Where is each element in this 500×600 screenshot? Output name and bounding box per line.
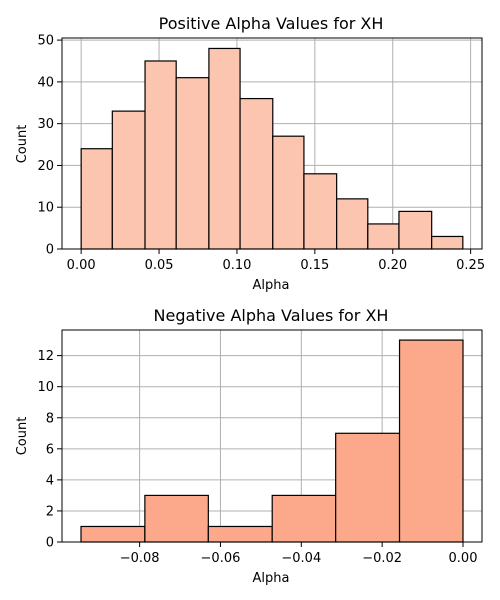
histogram-bar xyxy=(80,148,113,250)
histogram-bar xyxy=(207,525,273,543)
histogram-bar xyxy=(111,110,146,250)
histogram-bar xyxy=(431,235,464,250)
bars xyxy=(80,339,464,543)
x-tick-label: 0.25 xyxy=(456,258,485,273)
histogram-bar xyxy=(367,223,400,250)
histogram-bar xyxy=(398,339,464,543)
chart-positive-alpha: Positive Alpha Values for XH Alpha Count… xyxy=(15,14,485,293)
y-tick-label: 50 xyxy=(37,34,54,49)
y-tick-label: 30 xyxy=(37,117,54,132)
y-tick-label: 10 xyxy=(37,201,54,216)
x-tick-label: 0.10 xyxy=(222,258,251,273)
x-tick-label: −0.08 xyxy=(120,551,160,566)
plot-frame xyxy=(61,329,483,543)
x-tick-label: 0.05 xyxy=(145,258,174,273)
x-tick-label: 0.00 xyxy=(449,551,478,566)
histogram-bar xyxy=(175,77,210,250)
bars xyxy=(80,47,464,250)
y-tick-label: 0 xyxy=(46,536,54,551)
chart-title: Negative Alpha Values for XH xyxy=(154,306,389,325)
histogram-bar xyxy=(144,60,177,250)
histogram-bar xyxy=(208,47,241,250)
y-tick-label: 4 xyxy=(46,473,54,488)
chart-title: Positive Alpha Values for XH xyxy=(159,14,384,33)
histogram-bar xyxy=(335,432,401,543)
y-tick-label: 0 xyxy=(46,243,54,258)
x-tick-label: 0.00 xyxy=(67,258,96,273)
histogram-bar xyxy=(80,525,146,543)
x-axis-label: Alpha xyxy=(253,278,290,293)
y-tick-label: 2 xyxy=(46,504,54,519)
y-tick-label: 20 xyxy=(37,159,54,174)
x-tick-label: −0.02 xyxy=(362,551,402,566)
y-tick-label: 12 xyxy=(37,349,54,364)
y-tick-label: 40 xyxy=(37,75,54,90)
y-tick-label: 6 xyxy=(46,442,54,457)
x-tick-label: −0.06 xyxy=(201,551,241,566)
plot-frame xyxy=(61,37,483,250)
histogram-bar xyxy=(303,173,338,250)
histogram-bar xyxy=(144,494,209,543)
chart-negative-alpha: Negative Alpha Values for XH Alpha Count… xyxy=(15,306,483,586)
histogram-bar xyxy=(271,494,337,543)
x-axis-label: Alpha xyxy=(253,571,290,586)
y-tick-label: 10 xyxy=(37,380,54,395)
y-axis-label: Count xyxy=(15,417,30,456)
x-tick-label: −0.04 xyxy=(281,551,321,566)
y-tick-label: 8 xyxy=(46,411,54,426)
y-axis-label: Count xyxy=(15,125,30,164)
histogram-bar xyxy=(398,210,433,250)
histogram-bar xyxy=(272,135,305,250)
x-tick-label: 0.20 xyxy=(378,258,407,273)
histogram-bar xyxy=(336,198,369,250)
histogram-bar xyxy=(239,97,274,250)
x-tick-label: 0.15 xyxy=(300,258,329,273)
